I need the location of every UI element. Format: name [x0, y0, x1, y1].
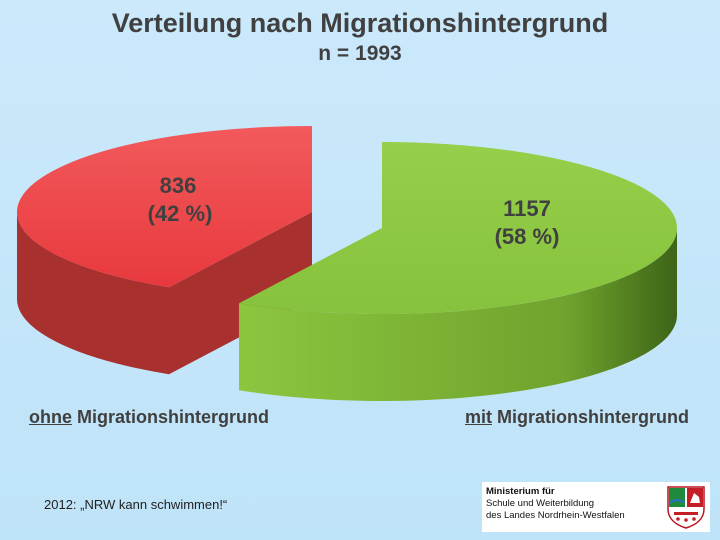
- legend-underlined-mit: mit: [465, 407, 492, 427]
- value-label-mit: 1157: [503, 196, 551, 221]
- legend-text-ohne: Migrationshintergrund: [72, 407, 269, 427]
- legend-item-mit: mit Migrationshintergrund: [465, 407, 689, 428]
- pie-slice-mit: [239, 142, 677, 402]
- pie-slice-ohne: [16, 126, 312, 375]
- legend-item-ohne: ohne Migrationshintergrund: [29, 407, 269, 428]
- footer-caption: 2012: „NRW kann schwimmen!“: [44, 497, 228, 512]
- percent-label-mit: (58 %): [495, 224, 560, 249]
- ministry-line-2: Schule und Weiterbildung: [486, 498, 595, 509]
- ministry-line-1: Ministerium für: [486, 486, 555, 497]
- chart-subtitle: n = 1993: [318, 42, 402, 65]
- chart-title: Verteilung nach Migrationshintergrund: [111, 8, 609, 38]
- pie-slice-mit-front: [239, 228, 677, 402]
- value-label-ohne: 836: [160, 173, 197, 198]
- ministry-logo-box: Ministerium für Schule und Weiterbildung…: [482, 482, 710, 532]
- pie-slice-ohne-side: [17, 212, 312, 375]
- legend-underlined-ohne: ohne: [29, 407, 72, 427]
- nrw-coat-of-arms-icon: [667, 486, 705, 529]
- legend-text-mit: Migrationshintergrund: [492, 407, 689, 427]
- percent-label-ohne: (42 %): [148, 201, 213, 226]
- pie-slice-ohne-top: [16, 126, 312, 288]
- pie-slice-mit-top: [239, 142, 677, 314]
- ministry-text: Ministerium für Schule und Weiterbildung…: [486, 486, 625, 522]
- ministry-line-3: des Landes Nordrhein-Westfalen: [486, 510, 625, 521]
